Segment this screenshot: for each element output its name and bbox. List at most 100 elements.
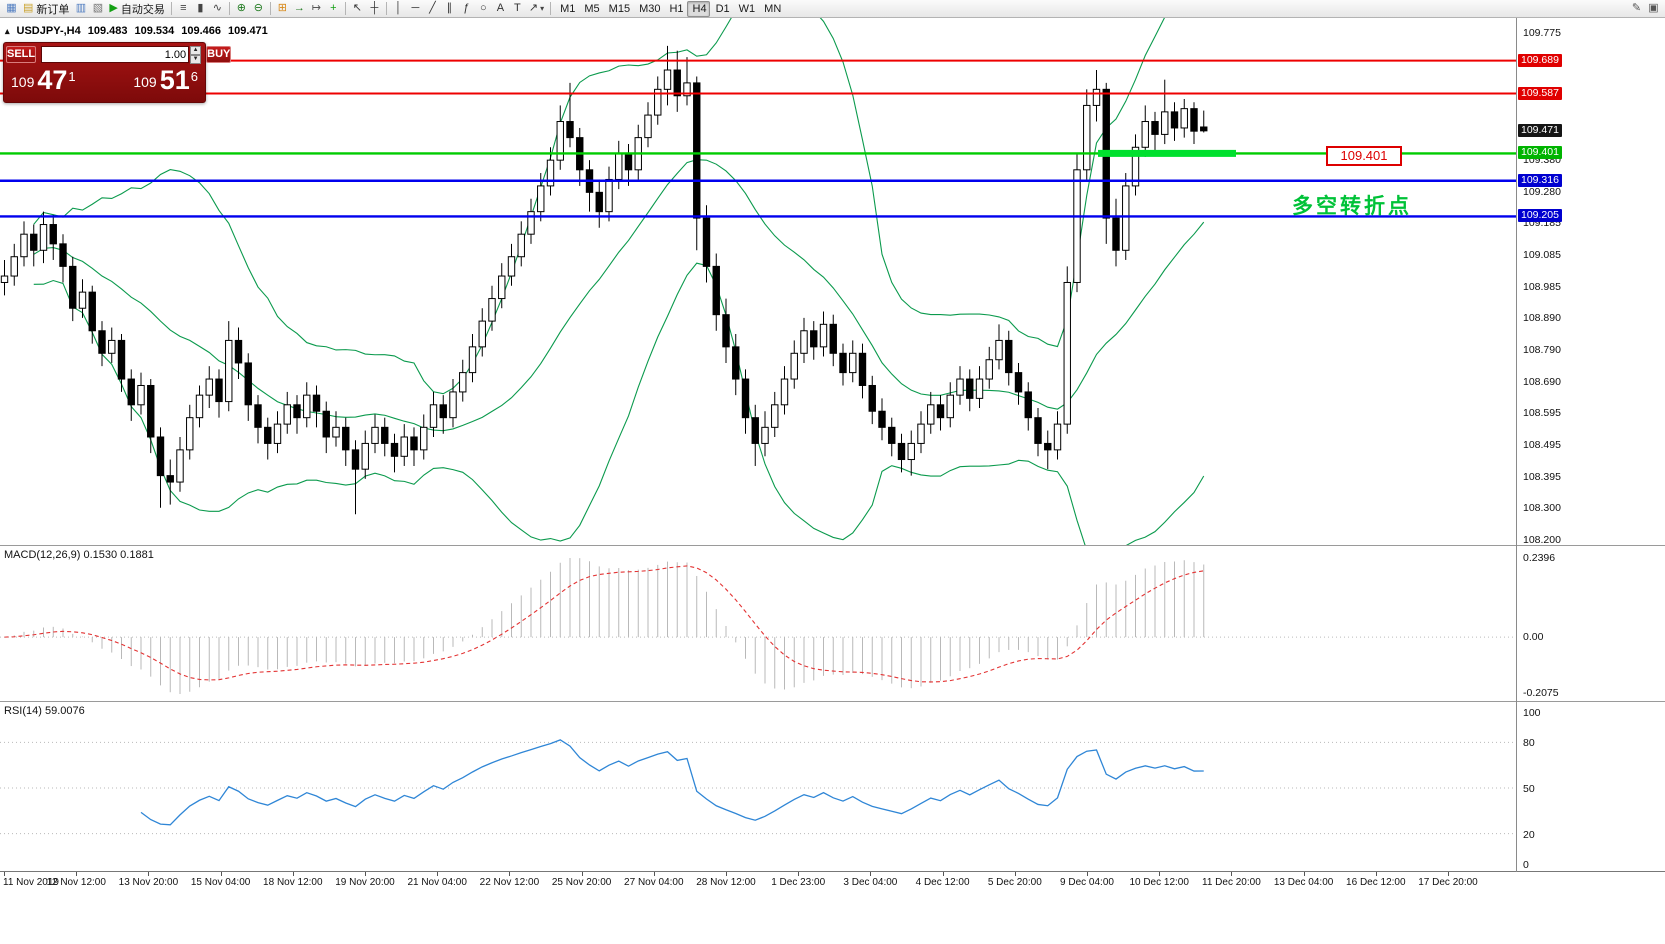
autotrading-play-icon: ▶: [109, 2, 118, 14]
auto-scroll-button[interactable]: →: [291, 1, 308, 17]
toolbar-separator: [228, 2, 230, 15]
time-tick-label: 28 Nov 12:00: [696, 877, 756, 888]
period-w1-button-label: W1: [738, 2, 756, 15]
oct-collapse-icon[interactable]: ▴: [5, 25, 10, 36]
period-m15-button[interactable]: M15: [603, 1, 633, 17]
volume-input[interactable]: [41, 46, 190, 63]
main-chart-canvas[interactable]: [0, 18, 1516, 545]
toolbar-separator: [344, 2, 346, 15]
dropdown-arrow-icon: ▾: [540, 4, 545, 13]
price-annotation-box[interactable]: 109.401: [1326, 146, 1402, 166]
candlestick-chart-button[interactable]: ▮: [192, 1, 209, 17]
time-tick: [220, 872, 222, 876]
indicators-button[interactable]: +: [325, 1, 342, 17]
time-tick-label: 19 Nov 20:00: [335, 877, 395, 888]
trendline-button[interactable]: ╱: [424, 1, 441, 17]
crosshair-button[interactable]: ┼: [366, 1, 383, 17]
zoom-in-button[interactable]: ⊕: [233, 1, 250, 17]
buy-button[interactable]: BUY: [206, 46, 232, 63]
price-tick-label: 108.690: [1523, 376, 1561, 389]
printer-icon: ▧: [92, 2, 104, 14]
bollinger-bands: [33, 18, 1205, 545]
price-axis-separator[interactable]: [1516, 18, 1517, 872]
chart-panel-button[interactable]: ▣: [1645, 1, 1662, 17]
price-axis[interactable]: 109.775 109.380 109.280 109.185 109.085 108.9…: [1517, 18, 1664, 546]
macd-label: MACD(12,26,9) 0.1530 0.1881: [4, 549, 154, 561]
volume-down-button[interactable]: ▼: [190, 54, 202, 64]
period-d1-button[interactable]: D1: [710, 1, 733, 17]
new-order-icon: ▤: [23, 2, 34, 14]
autotrading-button[interactable]: ▶ 自动交易: [106, 1, 167, 17]
time-tick: [1159, 872, 1161, 876]
sell-price-point: 1: [68, 69, 76, 84]
price-tick-label: 108.495: [1523, 439, 1561, 452]
time-tick-label: 11 Nov 2019: [3, 877, 59, 888]
text-button[interactable]: A: [492, 1, 509, 17]
sell-price-figure: 109: [11, 74, 35, 90]
period-h4-button[interactable]: H4: [686, 0, 710, 17]
period-m5-button[interactable]: M5: [578, 1, 602, 17]
chart-shift-button[interactable]: ↦: [308, 1, 325, 17]
volume-up-button[interactable]: ▲: [190, 45, 202, 55]
edit-chart-button[interactable]: ✎: [1628, 1, 1645, 17]
price-tick-label: 108.890: [1523, 311, 1561, 324]
time-tick-label: 3 Dec 04:00: [843, 877, 898, 888]
macd-axis[interactable]: 0.2396 0.00 -0.2075: [1517, 546, 1664, 701]
low-value: 109.466: [181, 25, 222, 37]
auto-scroll-icon: →: [293, 2, 305, 14]
new-order-button[interactable]: ▤ 新订单: [20, 1, 72, 17]
fibonacci-icon: ƒ: [463, 2, 470, 14]
rsi-tick-label: 80: [1523, 737, 1535, 750]
period-m30-button[interactable]: M30: [633, 1, 663, 17]
time-axis[interactable]: 11 Nov 2019 12 Nov 12:00 13 Nov 20:00 15 No…: [0, 872, 1665, 894]
macd-tick-label: 0.2396: [1523, 552, 1556, 564]
oct-top-row: SELL ▲ ▼ BUY: [4, 43, 232, 64]
line-chart-button[interactable]: ∿: [209, 1, 226, 17]
toolbar: ▦ ▤ 新订单 ▥ ▧ ▶ 自动交易 ≡ ▮ ∿ ⊕ ⊖ ⊞ → ↦ + ↖ ┼ │ ─ ╱ ∥ ƒ ○ A T ↗ ▾ M1 M5 M15…: [0, 0, 1665, 18]
volume-control: ▲ ▼: [41, 45, 202, 64]
turning-point-label[interactable]: 多空转折点: [1292, 195, 1412, 218]
period-m1-button[interactable]: M1: [554, 1, 578, 17]
time-tick-label: 4 Dec 12:00: [915, 877, 970, 888]
fibonacci-button[interactable]: ƒ: [458, 1, 475, 17]
buy-price[interactable]: 109 51 6: [133, 65, 198, 95]
time-tick-label: 15 Nov 04:00: [190, 877, 251, 888]
macd-signal-line: [4, 565, 1204, 683]
channel-button[interactable]: ∥: [441, 1, 458, 17]
line-chart-icon: ∿: [212, 2, 222, 14]
shapes-button[interactable]: ○: [475, 1, 492, 17]
close-value: 109.471: [228, 25, 268, 37]
price-tick-label: 108.985: [1523, 281, 1561, 294]
horizontal-line-button[interactable]: ─: [407, 1, 424, 17]
toolbar-separator: [269, 2, 271, 15]
macd-canvas[interactable]: [0, 546, 1516, 701]
tile-windows-button[interactable]: ⊞: [274, 1, 291, 17]
rsi-canvas[interactable]: [0, 702, 1516, 871]
vertical-line-button[interactable]: │: [390, 1, 407, 17]
period-w1-button[interactable]: W1: [733, 1, 759, 17]
crosshair-icon: ┼: [370, 2, 379, 14]
period-h1-button[interactable]: H1: [663, 1, 686, 17]
cursor-button[interactable]: ↖: [349, 1, 366, 17]
label-button[interactable]: T: [509, 1, 526, 17]
new-chart-button[interactable]: ▦: [3, 1, 20, 17]
price-line-badge: 109.587: [1518, 86, 1562, 100]
rsi-axis[interactable]: 100 80 50 20 0: [1517, 702, 1664, 871]
macd-tick-label: -0.2075: [1523, 687, 1559, 699]
price-tick-label: 108.300: [1523, 501, 1561, 514]
sell-price[interactable]: 109 47 1: [11, 65, 76, 95]
vertical-line-icon: │: [394, 2, 402, 14]
period-h1-button-label: H1: [669, 2, 684, 15]
print-button[interactable]: ▧: [89, 1, 106, 17]
zoom-out-button[interactable]: ⊖: [250, 1, 267, 17]
buy-price-pips: 51: [159, 65, 190, 95]
open-value: 109.483: [87, 25, 128, 37]
toolbar-separator: [170, 2, 172, 15]
thick-green-segment[interactable]: [1098, 149, 1236, 157]
profiles-button[interactable]: ▥: [72, 1, 89, 17]
toolbar-separator: [550, 2, 552, 15]
bars-chart-button[interactable]: ≡: [175, 1, 192, 17]
period-mn-button[interactable]: MN: [758, 1, 784, 17]
arrows-button[interactable]: ↗ ▾: [526, 1, 547, 17]
sell-button[interactable]: SELL: [6, 46, 37, 63]
